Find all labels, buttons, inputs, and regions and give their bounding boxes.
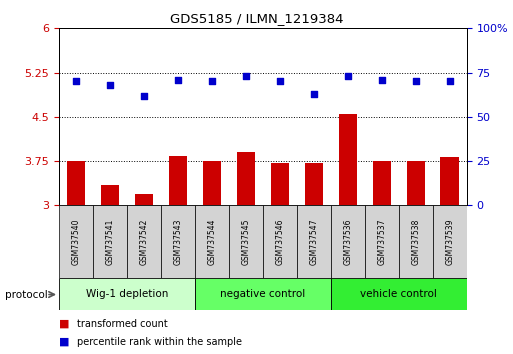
Bar [127,205,161,278]
Bar [236,152,255,205]
Text: GSM737537: GSM737537 [378,218,386,265]
Bar [441,157,459,205]
Bar [195,278,331,310]
Point [412,79,420,84]
Text: GSM737539: GSM737539 [445,218,455,265]
Bar [433,205,467,278]
Point [344,73,352,79]
Bar [169,156,187,205]
Text: GSM737541: GSM737541 [106,218,114,265]
Bar [372,161,391,205]
Text: protocol: protocol [5,290,48,299]
Text: negative control: negative control [220,289,306,299]
Bar [93,205,127,278]
Point [106,82,114,88]
Bar [399,205,433,278]
Bar [339,114,357,205]
Bar [331,278,467,310]
Point [140,93,148,98]
Point [72,79,80,84]
Text: ■: ■ [59,337,69,347]
Text: GSM737542: GSM737542 [140,218,148,265]
Bar [365,205,399,278]
Point [208,79,216,84]
Text: GSM737546: GSM737546 [275,218,284,265]
Text: Wig-1 depletion: Wig-1 depletion [86,289,168,299]
Bar [59,278,195,310]
Text: GSM737545: GSM737545 [242,218,250,265]
Bar [161,205,195,278]
Text: GDS5185 / ILMN_1219384: GDS5185 / ILMN_1219384 [170,12,343,25]
Bar [406,161,425,205]
Text: GSM737544: GSM737544 [207,218,216,265]
Bar [203,161,221,205]
Bar [59,205,93,278]
Bar [67,161,85,205]
Bar [297,205,331,278]
Point [446,79,454,84]
Text: ■: ■ [59,319,69,329]
Text: GSM737547: GSM737547 [309,218,319,265]
Point [378,77,386,82]
Bar [101,185,120,205]
Bar [134,194,153,205]
Text: GSM737536: GSM737536 [343,218,352,265]
Bar [263,205,297,278]
Bar [305,163,323,205]
Bar [195,205,229,278]
Point [242,73,250,79]
Text: percentile rank within the sample: percentile rank within the sample [77,337,242,347]
Text: GSM737538: GSM737538 [411,218,420,265]
Bar [331,205,365,278]
Text: vehicle control: vehicle control [361,289,437,299]
Text: GSM737540: GSM737540 [71,218,81,265]
Point [276,79,284,84]
Point [310,91,318,97]
Bar [229,205,263,278]
Text: transformed count: transformed count [77,319,168,329]
Text: GSM737543: GSM737543 [173,218,183,265]
Point [174,77,182,82]
Bar [270,163,289,205]
